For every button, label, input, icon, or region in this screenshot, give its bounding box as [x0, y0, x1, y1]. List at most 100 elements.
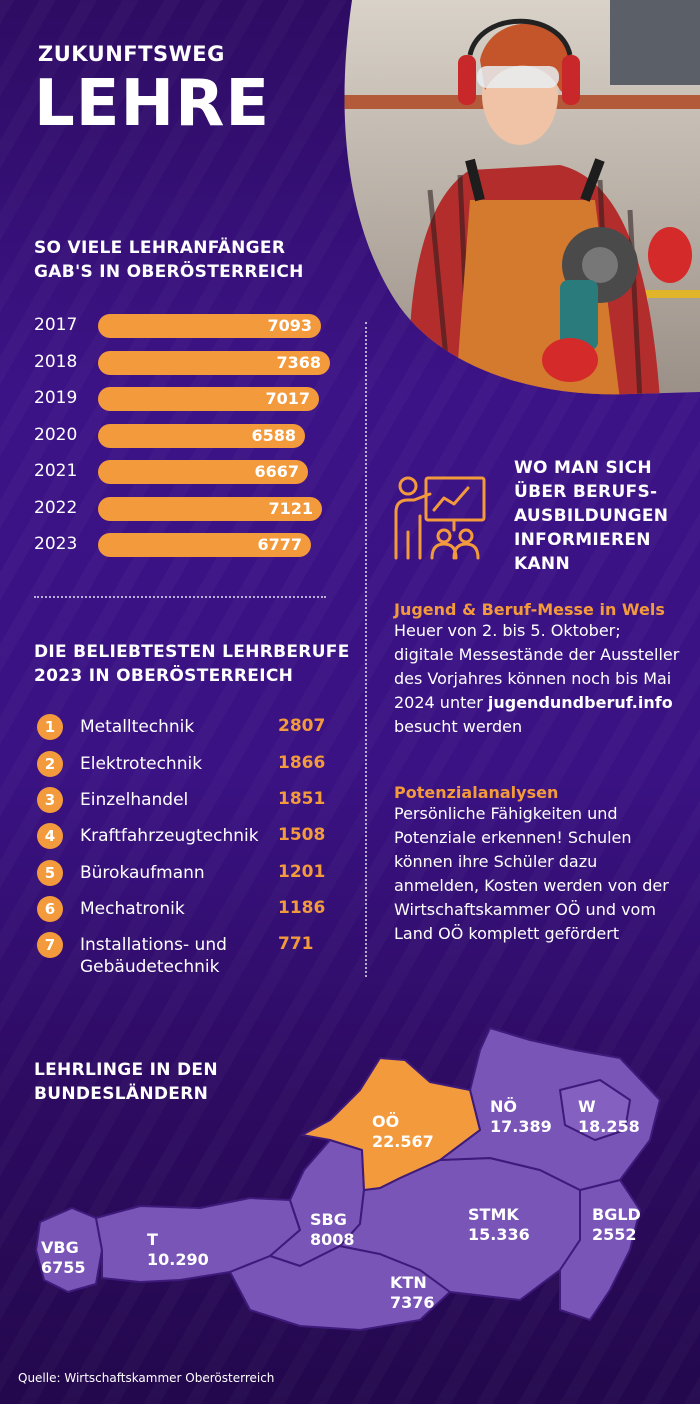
map-heading-line2: BUNDESLÄNDERN	[34, 1084, 209, 1104]
region-code: VBG	[41, 1238, 79, 1257]
job-name: Metalltechnik	[80, 717, 195, 737]
region-code: STMK	[468, 1205, 519, 1224]
austria-map	[35, 1027, 661, 1331]
header-kicker: ZUKUNFTSWEG	[38, 42, 225, 66]
region-value: 10.290	[147, 1250, 209, 1269]
info-item-potenzial: Potenzialanalysen Persönliche Fähigkeite…	[394, 783, 679, 946]
region-value: 17.389	[490, 1117, 552, 1136]
info-item-text: Persönliche Fähigkeiten und Potenziale e…	[394, 804, 669, 943]
map-label-ktn: KTN 7376	[390, 1273, 435, 1313]
divider-vertical-dotted	[365, 322, 367, 977]
bar-value-label: 7121	[268, 499, 313, 518]
starters-heading-line1: SO VIELE LEHRANFÄNGER	[34, 238, 286, 258]
region-code: T	[147, 1230, 158, 1249]
region-value: 15.336	[468, 1225, 530, 1244]
job-value: 1851	[278, 789, 326, 809]
info-item-text: Heuer von 2. bis 5. Oktober; digitale Me…	[394, 619, 684, 739]
job-name: Kraftfahrzeugtechnik	[80, 826, 259, 846]
bar-year-label: 2022	[34, 498, 78, 518]
job-value: 771	[278, 934, 314, 954]
bar: 7121	[98, 497, 322, 521]
region-value: 22.567	[372, 1132, 434, 1151]
bar-year-label: 2021	[34, 461, 78, 481]
header-title: LEHRE	[34, 67, 271, 141]
map-region-noe	[439, 1027, 661, 1191]
jobs-heading: DIE BELIEBTESTEN LEHRBERUFE 2023 IN OBER…	[34, 640, 350, 688]
region-value: 8008	[310, 1230, 355, 1249]
bar-value-label: 6777	[257, 535, 302, 554]
map-heading: LEHRLINGE IN DEN BUNDESLÄNDERN	[34, 1058, 218, 1106]
region-code: SBG	[310, 1210, 347, 1229]
info-link[interactable]: jugendundberuf.info	[487, 693, 673, 712]
rank-badge: 2	[37, 751, 63, 777]
bar-value-label: 7368	[276, 353, 321, 372]
map-label-bgld: BGLD 2552	[592, 1205, 641, 1245]
bar: 7017	[98, 387, 319, 411]
info-heading-line: KANN	[514, 554, 570, 574]
divider-dotted	[34, 596, 326, 598]
hero-photo	[344, 0, 700, 395]
region-value: 2552	[592, 1225, 637, 1244]
jobs-heading-line2: 2023 IN OBERÖSTERREICH	[34, 666, 294, 686]
bar-value-label: 7017	[265, 389, 310, 408]
map-region-ooe	[301, 1057, 481, 1191]
region-code: KTN	[390, 1273, 427, 1292]
bar: 6667	[98, 460, 308, 484]
region-code: OÖ	[372, 1112, 400, 1131]
info-heading-line: AUSBILDUNGEN	[514, 506, 669, 526]
bar-year-label: 2017	[34, 315, 78, 335]
info-heading-line: WO MAN SICH	[514, 458, 652, 478]
job-value: 1186	[278, 898, 326, 918]
rank-badge: 3	[37, 787, 63, 813]
region-value: 18.258	[578, 1117, 640, 1136]
info-text-part: Heuer von 2. bis 5. Oktober; digitale Me…	[394, 621, 680, 712]
region-code: BGLD	[592, 1205, 641, 1224]
rank-badge: 7	[37, 932, 63, 958]
map-region-vbg	[35, 1207, 103, 1293]
rank-badge: 1	[37, 714, 63, 740]
map-heading-line1: LEHRLINGE IN DEN	[34, 1060, 218, 1080]
map-label-t: T 10.290	[147, 1230, 209, 1270]
starters-heading: SO VIELE LEHRANFÄNGER GAB'S IN OBERÖSTER…	[34, 236, 304, 284]
bar: 7093	[98, 314, 321, 338]
region-value: 6755	[41, 1258, 86, 1277]
job-name: Installations- und Gebäudetechnik	[80, 935, 227, 977]
bar-value-label: 6588	[251, 426, 296, 445]
job-value: 1508	[278, 825, 326, 845]
job-name: Elektrotechnik	[80, 754, 203, 774]
info-heading-line: INFORMIEREN	[514, 530, 651, 550]
info-item-title: Potenzialanalysen	[394, 783, 559, 802]
job-value: 1201	[278, 862, 326, 882]
map-label-sbg: SBG 8008	[310, 1210, 355, 1250]
rank-badge: 4	[37, 823, 63, 849]
info-heading: WO MAN SICH ÜBER BERUFS- AUSBILDUNGEN IN…	[514, 456, 668, 576]
map-label-stmk: STMK 15.336	[468, 1205, 530, 1245]
bar-year-label: 2023	[34, 534, 78, 554]
job-name: Mechatronik	[80, 899, 185, 919]
info-text-part: besucht werden	[394, 717, 523, 736]
region-code: NÖ	[490, 1097, 517, 1116]
region-code: W	[578, 1097, 596, 1116]
map-label-vbg: VBG 6755	[41, 1238, 86, 1278]
map-label-w: W 18.258	[578, 1097, 640, 1137]
rank-badge: 6	[37, 896, 63, 922]
bar: 7368	[98, 351, 330, 375]
map-region-bgld	[559, 1179, 641, 1321]
bar-year-label: 2019	[34, 388, 78, 408]
bar: 6777	[98, 533, 311, 557]
bar-value-label: 6667	[254, 462, 299, 481]
job-name: Einzelhandel	[80, 790, 189, 810]
bar-year-label: 2020	[34, 425, 78, 445]
bar-year-label: 2018	[34, 352, 78, 372]
region-value: 7376	[390, 1293, 435, 1312]
rank-badge: 5	[37, 860, 63, 886]
map-region-w	[559, 1079, 631, 1141]
job-name: Bürokaufmann	[80, 863, 205, 883]
jobs-heading-line1: DIE BELIEBTESTEN LEHRBERUFE	[34, 642, 350, 662]
starters-heading-line2: GAB'S IN OBERÖSTERREICH	[34, 262, 304, 282]
source-note: Quelle: Wirtschaftskammer Oberösterreich	[18, 1371, 275, 1385]
job-value: 2807	[278, 716, 326, 736]
presentation-teacher-icon	[394, 476, 486, 560]
bar-value-label: 7093	[267, 316, 312, 335]
